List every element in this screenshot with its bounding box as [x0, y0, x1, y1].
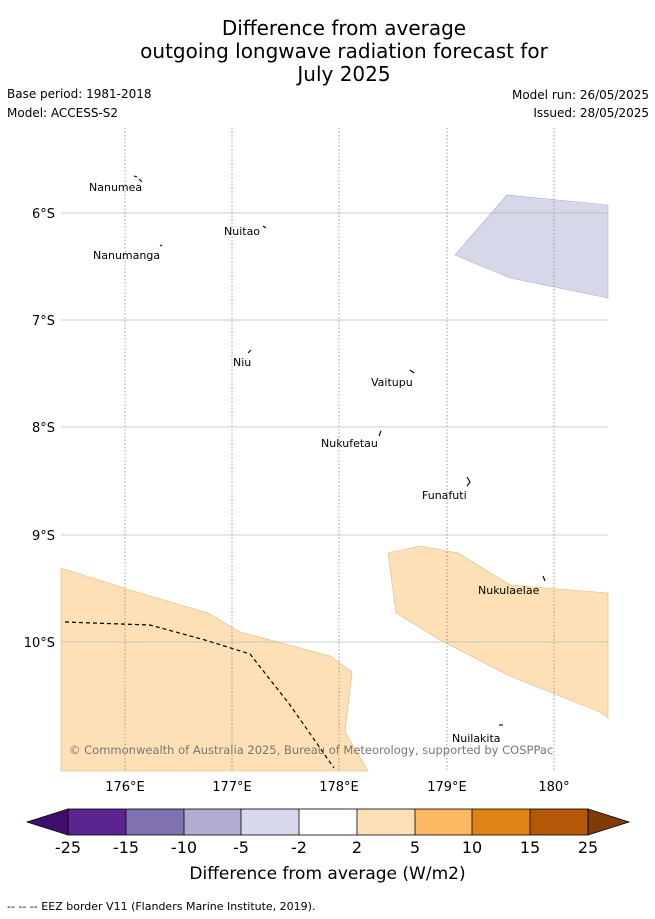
colorbar-tick: 10: [462, 838, 482, 857]
longitude-labels: 176°E 177°E 178°E 179°E 180°: [105, 780, 569, 795]
lat-label: 7°S: [32, 314, 55, 329]
map-panel: 6°S 7°S 8°S 9°S 10°S 176°E 177°E 178°E 1…: [24, 128, 609, 795]
lat-label: 10°S: [24, 636, 55, 651]
place-nukufetau: Nukufetau: [321, 437, 378, 450]
place-nanumea: Nanumea: [89, 181, 142, 194]
colorbar-tick-labels: -25 -15 -10 -5 -2 2 5 10 15 25: [55, 838, 598, 857]
below-average-region: [454, 194, 609, 299]
colorbar-segment: [184, 809, 241, 835]
place-niu: Niu: [233, 356, 251, 369]
title-line-1: Difference from average: [221, 16, 467, 40]
colorbar-tick: 25: [578, 838, 598, 857]
colorbar-tick: -15: [113, 838, 139, 857]
colorbar-min-arrow: [25, 808, 69, 836]
lon-label: 176°E: [105, 780, 145, 795]
lat-label: 6°S: [32, 207, 55, 222]
colorbar-tick: 2: [352, 838, 362, 857]
lon-label: 178°E: [319, 780, 359, 795]
place-nuilakita: Nuilakita: [452, 732, 501, 745]
eez-border: [64, 621, 335, 769]
colorbar: -25 -15 -10 -5 -2 2 5 10 15 25: [25, 808, 631, 857]
colorbar-segment: [530, 809, 588, 835]
colorbar-tick: -2: [291, 838, 307, 857]
lon-label: 180°: [538, 780, 569, 795]
place-nukulaelae: Nukulaelae: [478, 584, 540, 597]
colorbar-tick: 15: [520, 838, 540, 857]
colorbar-segment: [241, 809, 299, 835]
colorbar-label: Difference from average (W/m2): [189, 864, 466, 884]
above-average-region-west: [60, 567, 369, 772]
colorbar-tick: -5: [233, 838, 249, 857]
lon-label: 177°E: [212, 780, 252, 795]
place-labels: Nanumea Nuitao Nanumanga Niu Vaitupu Nuk…: [89, 181, 540, 745]
place-nanumanga: Nanumanga: [93, 249, 160, 262]
colorbar-segment: [415, 809, 472, 835]
colorbar-max-arrow: [587, 808, 631, 836]
above-average-region-east: [387, 545, 609, 719]
model-run: Model run: 26/05/2025: [511, 88, 649, 102]
place-vaitupu: Vaitupu: [371, 376, 413, 389]
island-marks: [133, 175, 546, 726]
colorbar-tick: -10: [171, 838, 197, 857]
place-funafuti: Funafuti: [422, 489, 467, 502]
model-name: Model: ACCESS-S2: [7, 106, 119, 120]
longitude-gridlines: [124, 128, 555, 771]
latitude-gridlines: [61, 212, 608, 643]
latitude-labels: 6°S 7°S 8°S 9°S 10°S: [24, 207, 55, 651]
lat-label: 8°S: [32, 421, 55, 436]
eez-footnote: -- -- -- EEZ border V11 (Flanders Marine…: [7, 900, 316, 913]
title-line-3: July 2025: [297, 62, 391, 86]
base-period: Base period: 1981-2018: [7, 87, 152, 101]
issued-date: Issued: 28/05/2025: [533, 106, 649, 120]
colorbar-tick: 5: [410, 838, 420, 857]
colorbar-segment: [126, 809, 184, 835]
colorbar-segment: [472, 809, 530, 835]
colorbar-dividers: [67, 808, 589, 836]
colorbar-segment: [68, 809, 126, 835]
place-nuitao: Nuitao: [224, 225, 260, 238]
colorbar-segment: [357, 809, 415, 835]
colorbar-tick: -25: [55, 838, 81, 857]
credit-text: © Commonwealth of Australia 2025, Bureau…: [69, 743, 553, 757]
chart-title: Difference from average outgoing longwav…: [0, 17, 655, 86]
lon-label: 179°E: [427, 780, 467, 795]
title-line-2: outgoing longwave radiation forecast for: [140, 39, 548, 63]
colorbar-segment: [299, 809, 357, 835]
lat-label: 9°S: [32, 529, 55, 544]
